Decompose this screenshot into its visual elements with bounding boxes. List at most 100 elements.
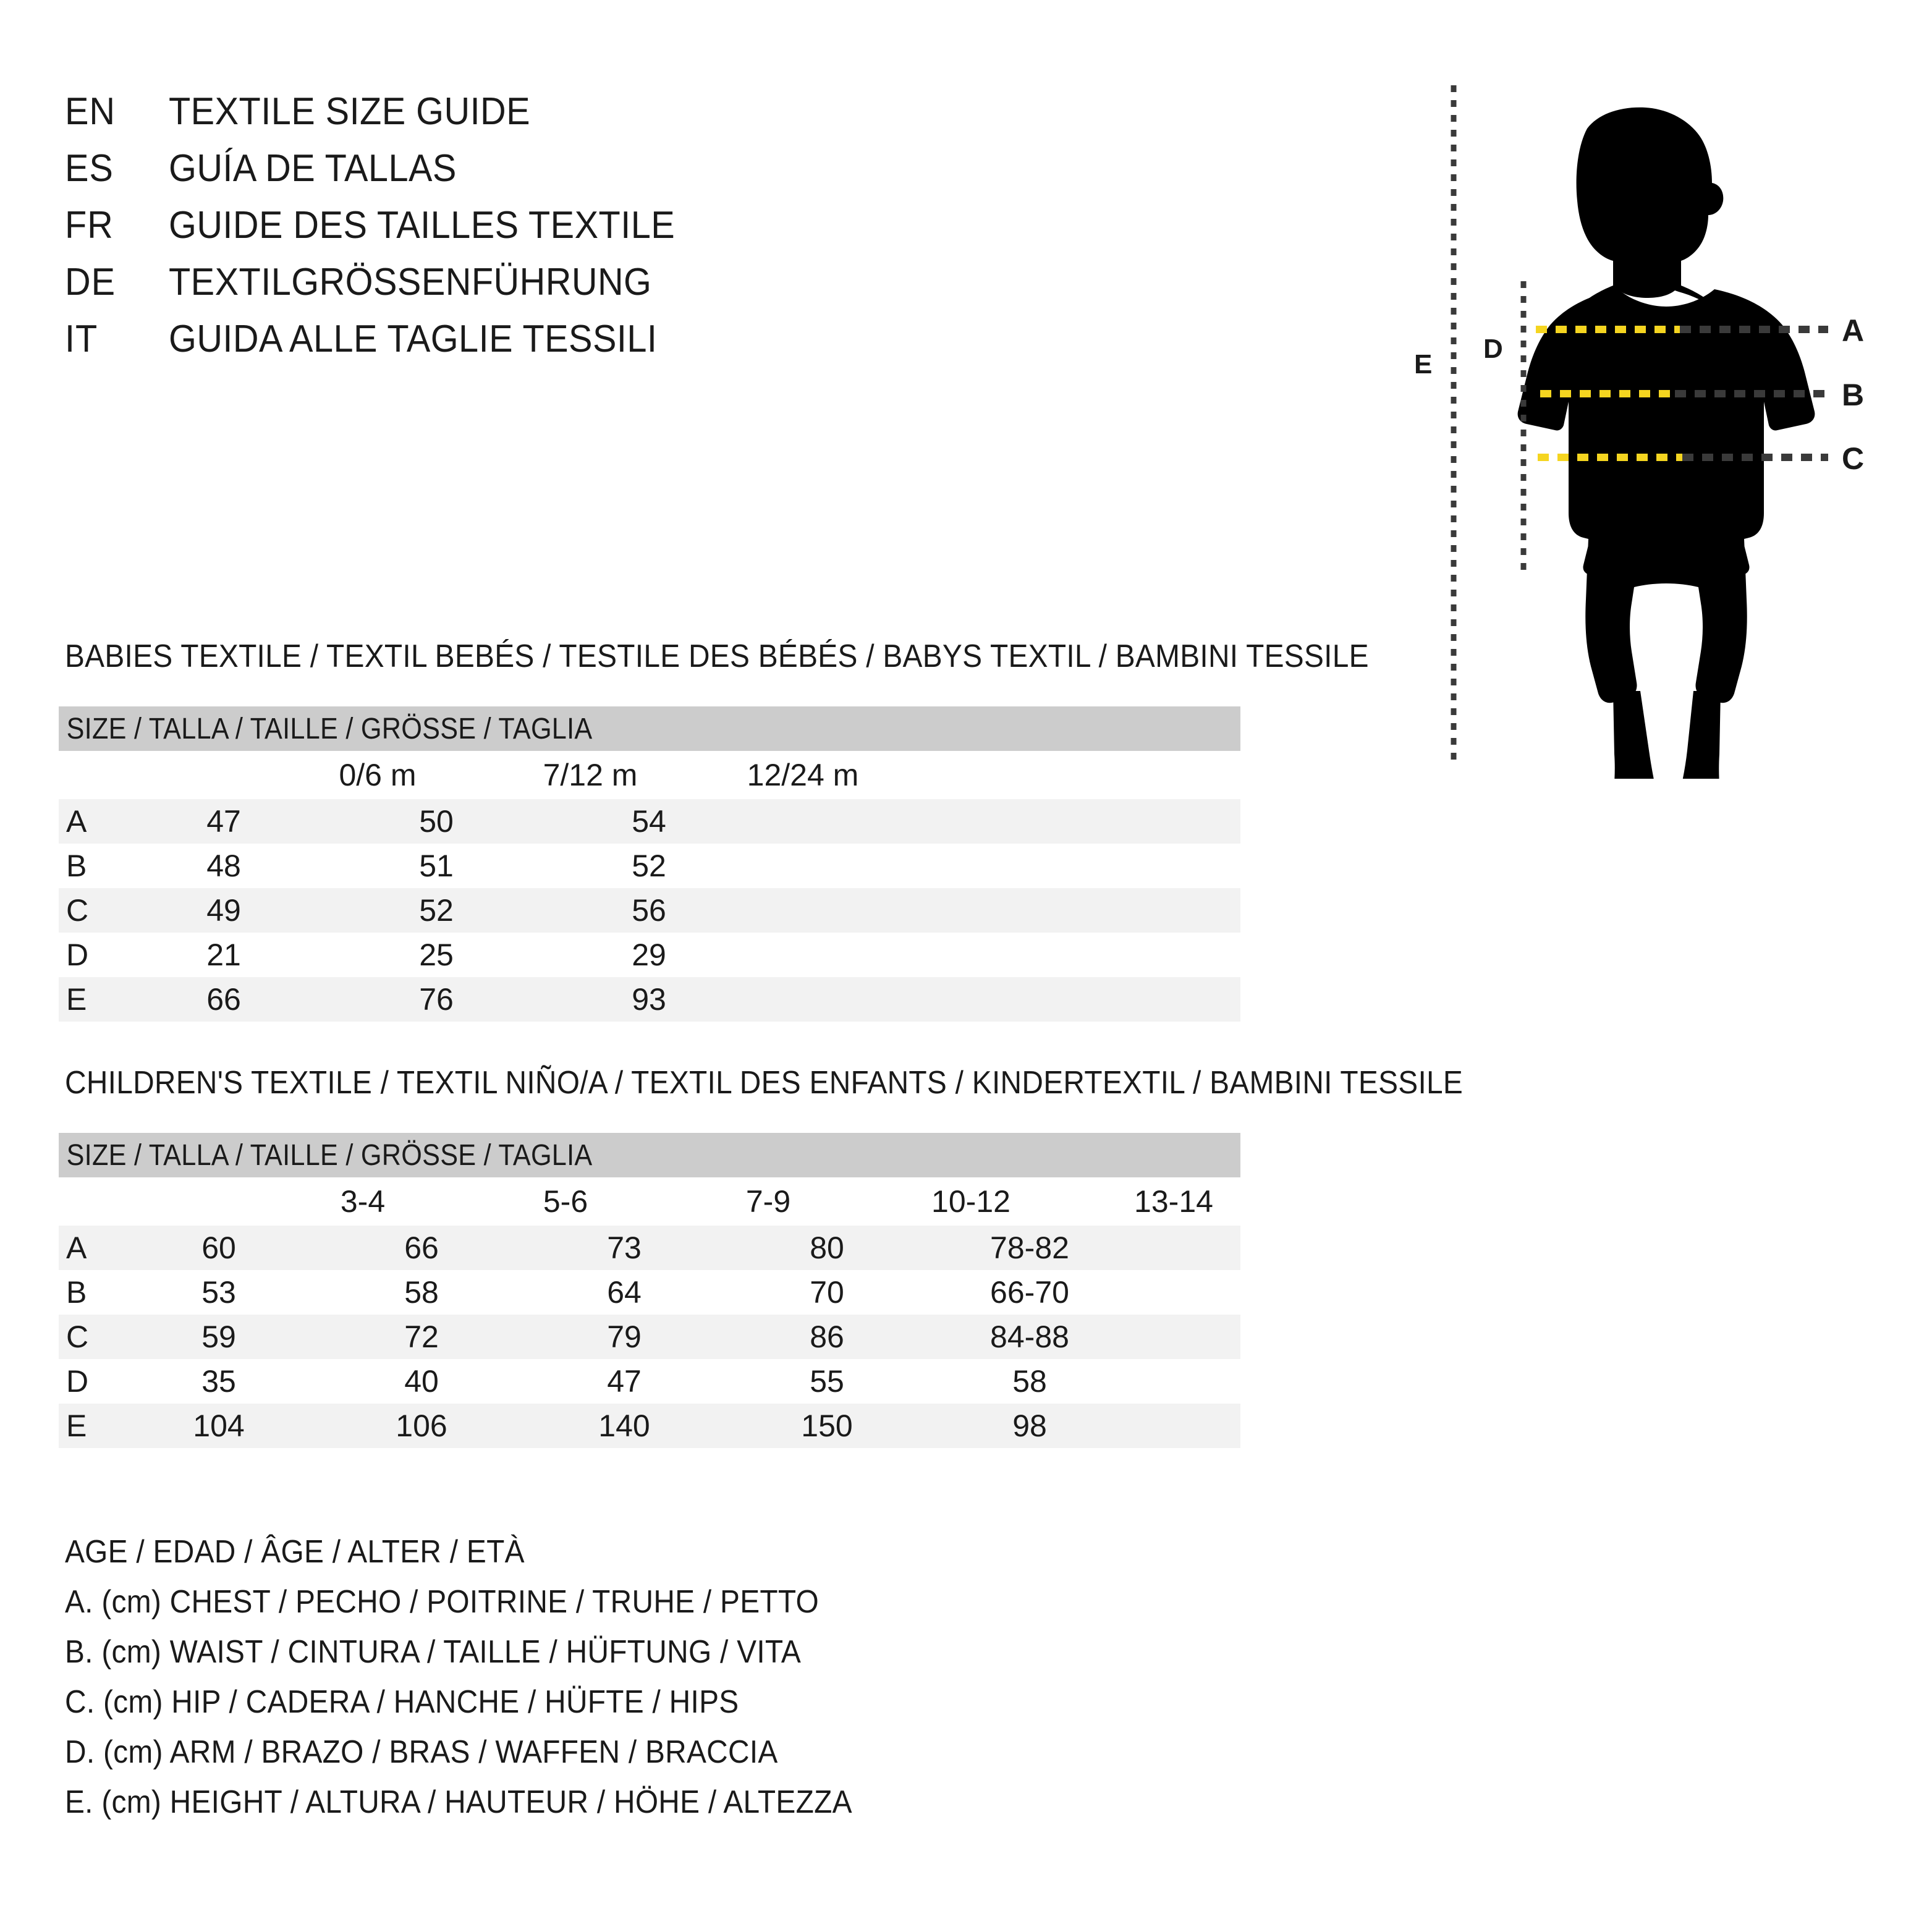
figure-label-a: A: [1842, 313, 1865, 348]
children-cell-a-3: 80: [810, 1231, 844, 1265]
legend-line-e-height: E. (cm) HEIGHT / ALTURA / HAUTEUR / HÖHE…: [65, 1784, 852, 1820]
language-title-block: EN TEXTILE SIZE GUIDE ES GUÍA DE TALLAS …: [65, 90, 930, 374]
figure-label-c: C: [1842, 441, 1865, 476]
children-column-header-1: 5-6: [543, 1184, 588, 1219]
language-row-es: ES GUÍA DE TALLAS: [65, 146, 930, 203]
table-row: A 47 50 54: [59, 799, 1240, 844]
children-cell-a-0: 60: [201, 1231, 236, 1265]
child-silhouette-icon: [1517, 107, 1815, 779]
children-cell-d-0: 35: [201, 1364, 236, 1399]
babies-cell-a-2: 54: [632, 804, 666, 839]
table-row: E 104 106 140 150 98: [59, 1404, 1240, 1448]
language-row-it: IT GUIDA ALLE TAGLIE TESSILI: [65, 317, 930, 374]
children-row-label-a: A: [66, 1231, 87, 1265]
language-row-de: DE TEXTILGRÖSSENFÜHRUNG: [65, 260, 930, 317]
babies-row-label-a: A: [66, 804, 87, 839]
babies-cell-b-1: 51: [419, 849, 454, 883]
babies-table-header-bar: SIZE / TALLA / TAILLE / GRÖSSE / TAGLIA: [59, 706, 1240, 751]
children-cell-b-0: 53: [201, 1275, 236, 1310]
figure-label-e: E: [1414, 349, 1433, 379]
babies-table-header-label: SIZE / TALLA / TAILLE / GRÖSSE / TAGLIA: [66, 712, 593, 745]
language-code-es: ES: [65, 147, 114, 190]
babies-cell-d-2: 29: [632, 938, 666, 972]
babies-column-header-row: 0/6 m 7/12 m 12/24 m: [59, 751, 1240, 799]
babies-cell-d-1: 25: [419, 938, 454, 972]
children-cell-e-1: 106: [396, 1409, 447, 1443]
children-row-label-b: B: [66, 1275, 87, 1310]
language-text-en: TEXTILE SIZE GUIDE: [169, 90, 531, 133]
figure-label-d: D: [1483, 334, 1503, 364]
measurement-diagram: A B C D E: [1403, 68, 1910, 779]
language-code-it: IT: [65, 318, 98, 360]
children-cell-b-4: 66-70: [990, 1275, 1069, 1310]
babies-column-header-1: 7/12 m: [543, 758, 638, 792]
children-cell-e-2: 140: [598, 1409, 650, 1443]
children-table-header-bar: SIZE / TALLA / TAILLE / GRÖSSE / TAGLIA: [59, 1133, 1240, 1177]
legend-line-age: AGE / EDAD / ÂGE / ALTER / ETÀ: [65, 1533, 525, 1570]
babies-cell-c-0: 49: [206, 893, 241, 928]
language-text-de: TEXTILGRÖSSENFÜHRUNG: [169, 261, 652, 303]
figure-label-b: B: [1842, 378, 1865, 412]
table-row: D 35 40 47 55 58: [59, 1359, 1240, 1404]
children-cell-e-3: 150: [801, 1409, 853, 1443]
table-row: C 49 52 56: [59, 888, 1240, 933]
children-table-header-label: SIZE / TALLA / TAILLE / GRÖSSE / TAGLIA: [66, 1138, 593, 1172]
table-row: C 59 72 79 86 84-88: [59, 1315, 1240, 1359]
language-row-en: EN TEXTILE SIZE GUIDE: [65, 90, 930, 146]
legend-line-a-chest: A. (cm) CHEST / PECHO / POITRINE / TRUHE…: [65, 1583, 820, 1620]
legend-line-d-arm: D. (cm) ARM / BRAZO / BRAS / WAFFEN / BR…: [65, 1734, 778, 1770]
table-row: D 21 25 29: [59, 933, 1240, 977]
children-cell-d-2: 47: [607, 1364, 642, 1399]
language-row-fr: FR GUIDE DES TAILLES TEXTILE: [65, 203, 930, 260]
babies-section-title: BABIES TEXTILE / TEXTIL BEBÉS / TESTILE …: [65, 638, 1369, 674]
children-cell-b-3: 70: [810, 1275, 844, 1310]
language-text-es: GUÍA DE TALLAS: [169, 147, 457, 190]
children-cell-d-3: 55: [810, 1364, 844, 1399]
babies-cell-e-0: 66: [206, 982, 241, 1017]
measurement-legend: AGE / EDAD / ÂGE / ALTER / ETÀ A. (cm) C…: [65, 1527, 921, 1827]
language-text-fr: GUIDE DES TAILLES TEXTILE: [169, 204, 676, 247]
children-column-header-row: 3-4 5-6 7-9 10-12 13-14: [59, 1177, 1240, 1226]
children-cell-a-2: 73: [607, 1231, 642, 1265]
babies-cell-e-1: 76: [419, 982, 454, 1017]
children-cell-c-4: 84-88: [990, 1320, 1069, 1354]
children-cell-c-1: 72: [404, 1320, 439, 1354]
children-column-header-4: 13-14: [1134, 1184, 1213, 1219]
table-row: A 60 66 73 80 78-82: [59, 1226, 1240, 1270]
language-code-en: EN: [65, 90, 116, 133]
babies-cell-b-0: 48: [206, 849, 241, 883]
babies-cell-c-2: 56: [632, 893, 666, 928]
table-row: B 53 58 64 70 66-70: [59, 1270, 1240, 1315]
children-column-header-2: 7-9: [745, 1184, 791, 1219]
babies-cell-d-0: 21: [206, 938, 241, 972]
babies-column-header-0: 0/6 m: [339, 758, 417, 792]
children-cell-a-4: 78-82: [990, 1231, 1069, 1265]
babies-row-label-b: B: [66, 849, 87, 883]
children-cell-e-4: 98: [1012, 1409, 1047, 1443]
language-code-de: DE: [65, 261, 116, 303]
children-cell-c-3: 86: [810, 1320, 844, 1354]
babies-row-label-e: E: [66, 982, 87, 1017]
table-row: E 66 76 93: [59, 977, 1240, 1022]
table-row: B 48 51 52: [59, 844, 1240, 888]
children-cell-c-0: 59: [201, 1320, 236, 1354]
legend-line-b-waist: B. (cm) WAIST / CINTURA / TAILLE / HÜFTU…: [65, 1633, 802, 1670]
babies-row-label-d: D: [66, 938, 89, 972]
children-cell-b-1: 58: [404, 1275, 439, 1310]
children-row-label-d: D: [66, 1364, 89, 1399]
children-cell-e-0: 104: [193, 1409, 245, 1443]
children-cell-d-4: 58: [1012, 1364, 1047, 1399]
babies-cell-c-1: 52: [419, 893, 454, 928]
language-text-it: GUIDA ALLE TAGLIE TESSILI: [169, 318, 658, 360]
babies-size-table: SIZE / TALLA / TAILLE / GRÖSSE / TAGLIA …: [59, 706, 1240, 1022]
children-size-table: SIZE / TALLA / TAILLE / GRÖSSE / TAGLIA …: [59, 1133, 1240, 1448]
children-cell-a-1: 66: [404, 1231, 439, 1265]
babies-cell-a-0: 47: [206, 804, 241, 839]
babies-cell-a-1: 50: [419, 804, 454, 839]
children-column-header-3: 10-12: [931, 1184, 1010, 1219]
children-cell-d-1: 40: [404, 1364, 439, 1399]
children-cell-c-2: 79: [607, 1320, 642, 1354]
legend-line-c-hip: C. (cm) HIP / CADERA / HANCHE / HÜFTE / …: [65, 1684, 739, 1720]
children-cell-b-2: 64: [607, 1275, 642, 1310]
babies-cell-b-2: 52: [632, 849, 666, 883]
